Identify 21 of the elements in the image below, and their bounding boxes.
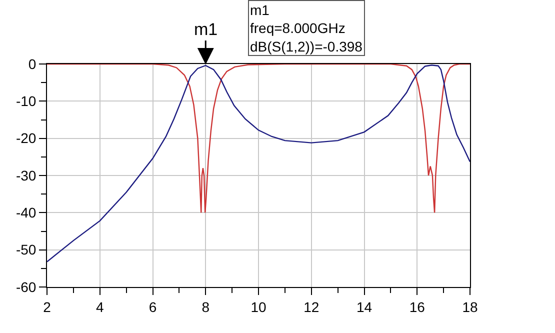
y-tick-label: -60 (16, 278, 36, 295)
x-tick-label: 2 (43, 298, 52, 315)
x-tick-label: 14 (356, 298, 372, 315)
annotation: m1 (194, 20, 218, 39)
y-tick-label: -40 (16, 204, 36, 221)
text: freq=8.000GHz (250, 20, 346, 36)
y-tick-label: -50 (16, 242, 36, 258)
x-tick-label: 16 (409, 298, 426, 315)
x-tick-label: 12 (304, 298, 320, 315)
x-tick-label: 4 (96, 298, 104, 315)
text: dB(S(1,2))=-0.398 (250, 38, 363, 54)
x-tick-label: 8 (202, 298, 210, 315)
text: m1 (250, 2, 270, 18)
x-tick-label: 6 (148, 298, 157, 315)
x-tick-label: 10 (250, 298, 266, 315)
y-tick-label: 0 (28, 56, 36, 72)
line-series (47, 64, 470, 214)
x-tick-label: 18 (462, 298, 478, 315)
y-tick-label: -30 (16, 167, 36, 184)
y-tick-label: -20 (16, 130, 36, 146)
y-tick-label: -10 (16, 93, 36, 110)
